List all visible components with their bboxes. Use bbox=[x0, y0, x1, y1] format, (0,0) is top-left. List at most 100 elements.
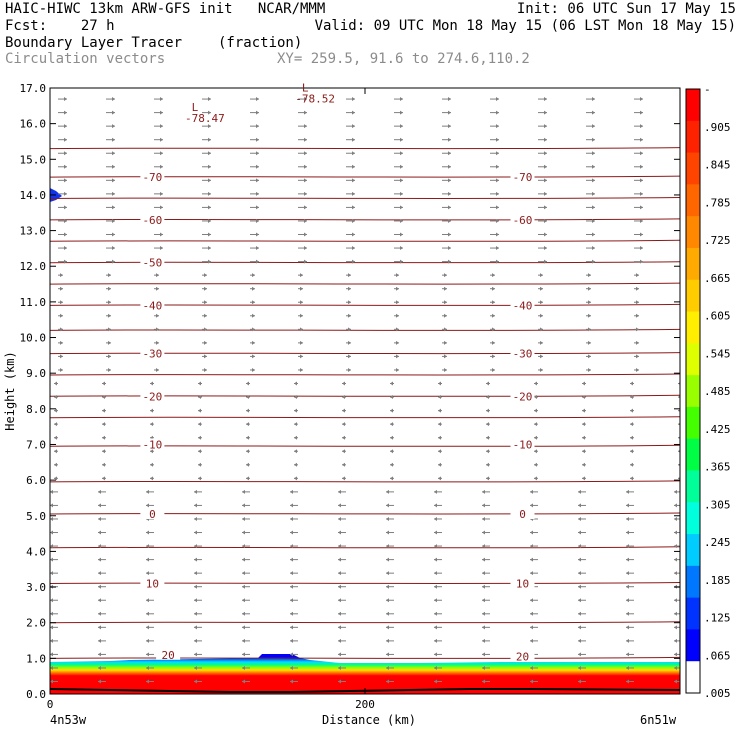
colorbar-label: .785 bbox=[704, 196, 731, 209]
vector-arrowhead bbox=[64, 110, 67, 115]
vector-arrowhead bbox=[396, 327, 399, 332]
vector-arrowhead bbox=[588, 327, 591, 332]
vector-arrowhead bbox=[486, 462, 489, 467]
vector-arrowhead bbox=[64, 137, 67, 142]
vector-arrowhead bbox=[540, 340, 543, 345]
vector-arrowhead bbox=[208, 151, 211, 156]
vector-arrowhead bbox=[352, 110, 355, 115]
contour-label: 0 bbox=[519, 508, 526, 521]
colorbar-label: .725 bbox=[704, 234, 731, 247]
vector-arrowhead bbox=[60, 354, 63, 359]
vector-arrowhead bbox=[386, 530, 389, 535]
vector-arrowhead bbox=[98, 557, 101, 562]
vector-arrowhead bbox=[146, 544, 149, 549]
vector-arrowhead bbox=[348, 367, 351, 372]
vector-arrowhead bbox=[400, 178, 403, 183]
vector-arrowhead bbox=[496, 151, 499, 156]
vector-field-name: Circulation vectors bbox=[5, 51, 166, 67]
left-endpoint-label: 4n53w bbox=[50, 713, 87, 727]
vector-arrowhead bbox=[448, 151, 451, 156]
vector-arrowhead bbox=[304, 259, 307, 264]
vector-arrowhead bbox=[434, 652, 437, 657]
vector-arrowhead bbox=[156, 313, 159, 318]
vector-arrowhead bbox=[54, 422, 57, 427]
vector-arrowhead bbox=[396, 340, 399, 345]
vector-arrowhead bbox=[208, 137, 211, 142]
vector-arrowhead bbox=[338, 611, 341, 616]
vector-arrowhead bbox=[588, 313, 591, 318]
vector-arrowhead bbox=[482, 611, 485, 616]
vector-arrowhead bbox=[150, 408, 153, 413]
vector-arrowhead bbox=[444, 354, 447, 359]
vector-arrowhead bbox=[342, 381, 345, 386]
vector-arrowhead bbox=[578, 530, 581, 535]
vector-arrowhead bbox=[540, 286, 543, 291]
vector-arrowhead bbox=[256, 110, 259, 115]
vector-arrowhead bbox=[342, 408, 345, 413]
vector-arrowhead bbox=[64, 218, 67, 223]
vector-arrowhead bbox=[674, 557, 677, 562]
vector-arrowhead bbox=[194, 571, 197, 576]
vector-arrowhead bbox=[60, 273, 63, 278]
vector-arrowhead bbox=[98, 611, 101, 616]
vector-arrowhead bbox=[486, 422, 489, 427]
vector-arrowhead bbox=[448, 218, 451, 223]
vector-arrowhead bbox=[674, 489, 677, 494]
vector-arrowhead bbox=[636, 327, 639, 332]
vector-arrowhead bbox=[640, 259, 643, 264]
vector-arrowhead bbox=[256, 124, 259, 129]
isotherm-line bbox=[50, 303, 680, 306]
vector-arrowhead bbox=[242, 544, 245, 549]
vector-arrowhead bbox=[352, 259, 355, 264]
vector-arrowhead bbox=[256, 259, 259, 264]
vector-arrowhead bbox=[294, 422, 297, 427]
vector-arrowhead bbox=[352, 205, 355, 210]
vector-arrowhead bbox=[150, 462, 153, 467]
vector-arrowhead bbox=[60, 286, 63, 291]
y-tick-label: 11.0 bbox=[20, 296, 47, 309]
vector-arrowhead bbox=[352, 137, 355, 142]
vector-arrowhead bbox=[342, 449, 345, 454]
vector-arrowhead bbox=[300, 354, 303, 359]
init-time: Init: 06 UTC Sun 17 May 15 bbox=[516, 1, 736, 17]
vector-arrowhead bbox=[400, 218, 403, 223]
vector-arrowhead bbox=[386, 611, 389, 616]
vector-arrowhead bbox=[496, 137, 499, 142]
vector-arrowhead bbox=[54, 462, 57, 467]
isotherm-line bbox=[50, 373, 680, 376]
vector-arrowhead bbox=[434, 503, 437, 508]
vector-arrowhead bbox=[630, 395, 633, 400]
low-markers: L-78.47L-78.52 bbox=[185, 82, 335, 126]
vector-arrowhead bbox=[348, 300, 351, 305]
contour-label: 20 bbox=[516, 651, 529, 664]
vector-arrowhead bbox=[54, 408, 57, 413]
vector-arrowhead bbox=[434, 557, 437, 562]
vector-arrowhead bbox=[626, 652, 629, 657]
vector-arrowhead bbox=[342, 462, 345, 467]
vector-arrowhead bbox=[348, 313, 351, 318]
vector-arrowhead bbox=[246, 449, 249, 454]
vector-arrowhead bbox=[290, 638, 293, 643]
contour-label: -20 bbox=[142, 390, 162, 403]
vector-arrowhead bbox=[98, 679, 101, 684]
vector-arrowhead bbox=[448, 178, 451, 183]
vector-arrowhead bbox=[300, 367, 303, 372]
vector-arrowhead bbox=[294, 462, 297, 467]
vector-arrowhead bbox=[108, 340, 111, 345]
vector-arrowhead bbox=[194, 652, 197, 657]
vector-arrowhead bbox=[60, 340, 63, 345]
y-tick-label: 17.0 bbox=[20, 82, 47, 95]
vector-arrowhead bbox=[578, 598, 581, 603]
vector-arrowhead bbox=[204, 340, 207, 345]
colorbar-swatch bbox=[686, 438, 700, 471]
y-tick-label: 13.0 bbox=[20, 225, 47, 238]
vector-arrowhead bbox=[544, 124, 547, 129]
isotherm-line bbox=[50, 197, 680, 200]
vector-arrowhead bbox=[342, 435, 345, 440]
vector-arrowhead bbox=[626, 638, 629, 643]
vector-arrowhead bbox=[102, 449, 105, 454]
field-units: (fraction) bbox=[218, 35, 303, 51]
contour-label-bg bbox=[140, 347, 165, 359]
contour-label-bg bbox=[140, 256, 165, 268]
